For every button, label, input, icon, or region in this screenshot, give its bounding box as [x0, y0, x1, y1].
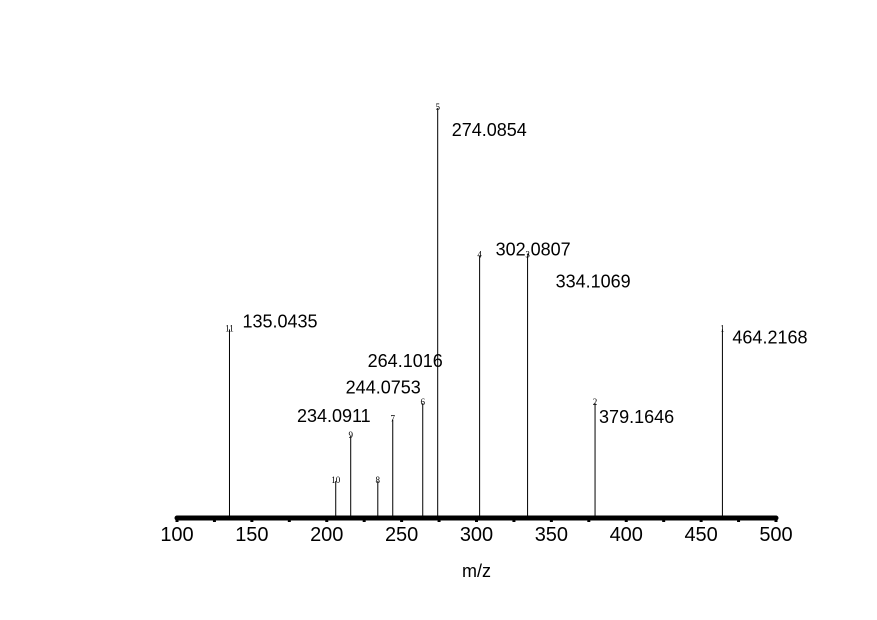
peak-index-4: 4 — [477, 250, 482, 260]
peak-index-6: 6 — [420, 397, 425, 407]
peak-label-7: 244.0753 — [346, 378, 421, 398]
peak-index-9: 9 — [348, 430, 353, 440]
peak-label-9: 234.0911 — [297, 406, 371, 426]
peak-index-3: 3 — [525, 250, 530, 260]
x-axis-ticks — [175, 518, 778, 522]
x-tick-label-150: 150 — [235, 524, 268, 546]
peak-index-1: 1 — [720, 323, 725, 333]
x-axis: 100 150 200 250 300 350 400 450 500 — [160, 515, 793, 546]
x-tick-label-200: 200 — [310, 524, 343, 546]
x-tick-label-300: 300 — [460, 524, 493, 546]
peak-index-10: 10 — [331, 475, 341, 485]
peak-label-4: 302.0807 — [496, 240, 571, 260]
peak-label-6: 264.1016 — [368, 351, 443, 371]
x-tick-label-450: 450 — [684, 524, 717, 546]
peak-label-2: 379.1646 — [599, 407, 674, 427]
x-axis-tick-labels: 100 150 200 250 300 350 400 450 500 — [160, 524, 792, 546]
peak-index-5: 5 — [435, 102, 440, 112]
peak-label-1: 464.2168 — [732, 327, 807, 347]
x-tick-label-400: 400 — [610, 524, 643, 546]
peak-label-5: 274.0854 — [452, 120, 527, 140]
peak-label-3: 334.1069 — [556, 272, 631, 292]
x-axis-title: m/z — [462, 561, 491, 581]
x-tick-label-250: 250 — [385, 524, 418, 546]
x-tick-label-100: 100 — [160, 524, 193, 546]
peak-index-2: 2 — [593, 397, 598, 407]
x-tick-label-350: 350 — [535, 524, 568, 546]
peak-index-11: 11 — [225, 323, 234, 333]
peak-index-7: 7 — [391, 414, 396, 424]
x-tick-label-500: 500 — [759, 524, 792, 546]
peak-index-8: 8 — [376, 475, 381, 485]
peak-label-11: 135.0435 — [242, 311, 317, 331]
